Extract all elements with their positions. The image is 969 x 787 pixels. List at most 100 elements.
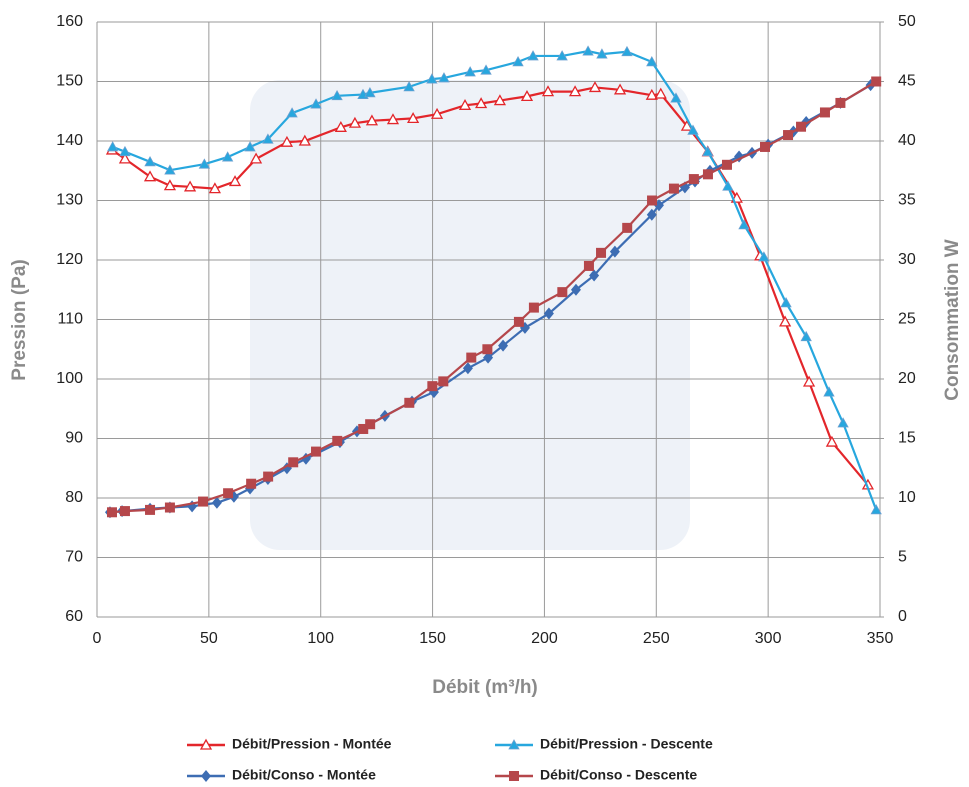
data-point	[288, 457, 299, 468]
data-point	[244, 141, 256, 152]
y-tick-label: 70	[65, 549, 83, 566]
legend-label: Débit/Pression - Descente	[540, 736, 713, 752]
data-point	[358, 423, 369, 434]
data-point	[223, 488, 234, 499]
y2-tick-label: 40	[898, 132, 916, 149]
data-point	[198, 496, 209, 507]
data-point	[163, 179, 177, 191]
data-point	[702, 145, 714, 157]
data-point	[106, 141, 119, 152]
y2-tick-label: 15	[898, 430, 916, 447]
data-point	[670, 92, 682, 103]
y2-tick-label: 45	[898, 73, 916, 90]
data-point	[588, 81, 602, 93]
data-point	[582, 45, 594, 56]
data-point	[802, 375, 816, 387]
data-point	[262, 133, 274, 144]
data-point	[596, 247, 607, 258]
data-point	[118, 152, 132, 164]
x-tick-label: 200	[531, 630, 558, 647]
data-point	[568, 85, 582, 97]
data-point	[835, 97, 846, 108]
data-point	[589, 269, 600, 282]
y-tick-label: 110	[57, 311, 83, 328]
x-tick-label: 300	[755, 630, 782, 647]
data-point	[475, 97, 488, 109]
data-point	[332, 435, 343, 446]
y-tick-label: 60	[65, 608, 83, 625]
legend-label: Débit/Pression - Montée	[232, 736, 392, 752]
data-point	[520, 90, 534, 102]
data-point	[702, 169, 713, 180]
data-point	[145, 504, 156, 515]
x-axis-title: Débit (m³/h)	[432, 677, 538, 698]
data-point	[583, 260, 594, 271]
data-point	[365, 419, 376, 430]
data-point	[596, 48, 608, 59]
data-point	[334, 120, 347, 132]
data-point	[246, 478, 257, 489]
y2-tick-label: 30	[898, 251, 916, 268]
data-point	[783, 130, 794, 141]
y2-tick-label: 35	[898, 192, 916, 209]
data-point	[183, 180, 197, 192]
data-point	[466, 352, 477, 363]
x-tick-label: 350	[867, 630, 894, 647]
data-point	[647, 195, 658, 206]
data-point	[426, 73, 438, 84]
y2-tick-label: 10	[898, 489, 916, 506]
data-point	[106, 507, 117, 518]
data-point	[800, 330, 812, 342]
data-point	[263, 471, 274, 482]
y2-tick-label: 0	[898, 608, 907, 625]
data-point	[722, 180, 734, 191]
data-point	[493, 94, 507, 106]
data-point	[721, 159, 732, 170]
data-point	[483, 351, 494, 364]
data-point	[870, 504, 882, 515]
data-point	[164, 164, 176, 175]
data-point	[462, 362, 473, 375]
x-tick-label: 100	[307, 630, 334, 647]
data-point	[221, 151, 234, 162]
data-point	[480, 64, 492, 75]
data-point	[427, 381, 438, 392]
background-decoration	[250, 80, 690, 550]
data-point	[556, 50, 568, 61]
data-point	[280, 135, 294, 147]
data-point	[543, 307, 554, 320]
legend-marker	[201, 770, 211, 782]
data-point	[482, 344, 493, 355]
legend-marker	[509, 771, 519, 781]
y-tick-label: 150	[56, 73, 83, 90]
data-point	[249, 152, 263, 164]
data-point	[527, 50, 539, 61]
y-tick-label: 90	[65, 430, 83, 447]
data-point	[779, 315, 792, 327]
data-point	[687, 124, 699, 135]
y2-axis-title: Consommation W	[942, 239, 963, 401]
data-point	[228, 175, 242, 187]
data-point	[144, 156, 156, 167]
data-point	[758, 251, 770, 262]
data-point	[430, 107, 444, 119]
data-point	[365, 114, 379, 126]
data-point	[512, 56, 524, 67]
data-point	[796, 121, 807, 132]
data-point	[646, 208, 657, 221]
data-point	[570, 283, 581, 296]
data-point	[407, 112, 420, 124]
data-point	[438, 72, 450, 83]
data-point	[646, 56, 658, 67]
data-point	[208, 182, 222, 194]
y-tick-label: 80	[65, 489, 83, 506]
x-tick-label: 250	[643, 630, 670, 647]
data-point	[119, 145, 131, 157]
data-point	[688, 174, 699, 185]
data-point	[825, 435, 839, 447]
data-point	[780, 297, 792, 308]
data-point	[286, 107, 298, 118]
data-point	[364, 86, 376, 98]
legend-label: Débit/Conso - Descente	[540, 767, 697, 783]
